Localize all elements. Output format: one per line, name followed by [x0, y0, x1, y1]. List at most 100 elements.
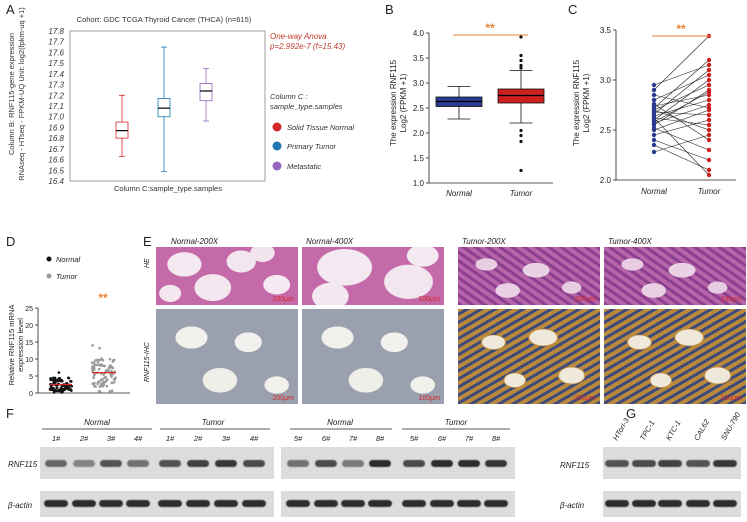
f-band-bactin	[368, 500, 392, 507]
c-point-tumor-22	[706, 89, 712, 95]
d-point-normal	[60, 391, 64, 394]
g-lane-label: CAL62	[692, 417, 712, 442]
d-point-tumor	[110, 389, 114, 393]
d-point-normal	[57, 371, 61, 374]
scale-bar-label: 200μm	[272, 395, 294, 402]
panel-b-ylabel-2: Log2 (FPKM +1)	[399, 73, 408, 132]
d-point-tumor	[102, 373, 105, 376]
legend-dot-primary	[272, 141, 282, 151]
g-row-bactin: β-actin	[560, 501, 585, 510]
ihc-normal-400x-image: 100μm	[302, 309, 444, 404]
d-point-tumor	[112, 378, 116, 381]
scale-bar-label: 200μm	[574, 395, 596, 402]
c-point-normal-17	[651, 97, 657, 103]
d-point-tumor	[96, 358, 99, 362]
scale-bar-label: 200μm	[272, 296, 294, 303]
c-point-tumor-20	[706, 62, 712, 68]
panel-b-sig: **	[485, 21, 495, 35]
d-point-tumor	[98, 385, 102, 388]
b-ytick-label: 4.0	[413, 29, 425, 38]
f-lane-label: 8#	[376, 434, 385, 443]
d-point-normal	[57, 377, 61, 380]
c-point-tumor-10	[706, 97, 712, 103]
c-point-normal-18	[651, 92, 657, 98]
c-point-normal-16	[651, 101, 657, 107]
f-lane-label: 4#	[134, 434, 143, 443]
d-point-tumor	[110, 381, 114, 385]
d-point-tumor	[92, 361, 96, 365]
e-row-label-he: HE	[144, 258, 151, 268]
panel-letter-f: F	[6, 406, 14, 421]
c-pair-line-11	[653, 69, 710, 115]
d-point-normal	[53, 380, 56, 384]
f-band-bactin	[286, 500, 310, 507]
scale-bar-label: 100μm	[418, 296, 440, 303]
f-lane-label: 7#	[465, 434, 474, 443]
b-outlier-8	[519, 168, 523, 173]
panel-letter-e: E	[143, 234, 152, 249]
b-ytick-label: 3.0	[413, 79, 425, 88]
d-point-normal	[55, 386, 59, 389]
c-pair-line-3	[653, 119, 710, 136]
d-point-normal	[70, 384, 73, 388]
d-point-tumor	[93, 363, 97, 367]
f-lane-label: 5#	[294, 434, 303, 443]
f-band-rnf115	[45, 460, 67, 467]
a-ytick-label: 16.4	[48, 177, 64, 186]
a-ytick-label: 16.8	[48, 134, 64, 143]
c-pair-line-12	[653, 111, 710, 116]
he-tumor-400x-image: 100μm	[604, 247, 746, 305]
c-point-tumor-9	[706, 122, 712, 128]
b-outlier-4	[519, 35, 523, 39]
b-outlier-1	[519, 63, 523, 68]
a-box-2-box	[199, 83, 213, 102]
f-band-bactin	[341, 500, 365, 507]
g-band-rnf115	[658, 460, 682, 467]
legend-dot-normal	[272, 122, 282, 132]
f-band-rnf115	[485, 460, 507, 467]
ihc-tumor-200x-image: 200μm	[458, 309, 600, 404]
d-point-tumor	[94, 385, 97, 388]
f-band-rnf115	[287, 460, 309, 467]
c-pair-line-13	[653, 84, 710, 111]
f-group-normal-right: Normal	[327, 418, 353, 427]
c-point-tumor-0	[706, 132, 712, 138]
panel-b-xtick-normal: Normal	[446, 189, 472, 198]
legend-item-normal: Solid Tissue Normal	[287, 123, 354, 132]
c-point-normal-1	[651, 142, 657, 148]
a-ytick-label: 17.0	[48, 113, 64, 122]
panel-a-ylabel-1: Column B: RNF115-gene expression	[7, 33, 16, 155]
a-ytick-label: 17.7	[48, 38, 64, 47]
scale-bar-label: 100μm	[418, 395, 440, 402]
c-pair-line-9	[653, 117, 710, 126]
f-band-rnf115	[403, 460, 425, 467]
e-title-tumor400: Tumor-400X	[608, 237, 652, 246]
d-point-tumor	[100, 384, 104, 388]
c-point-tumor-2	[706, 157, 712, 163]
c-point-tumor-3	[706, 117, 712, 123]
panel-a-chart: Cohort: GDC TCGA Thyroid Cancer (THCA) (…	[7, 7, 354, 193]
legend-title-1: Column C :	[270, 92, 308, 101]
he-normal-200x-image: 200μm	[156, 247, 298, 305]
d-point-normal	[67, 388, 71, 391]
f-band-rnf115	[342, 460, 364, 467]
g-band-bactin	[713, 500, 737, 507]
a-ytick-label: 17.4	[48, 70, 64, 79]
f-lane-label: 1#	[166, 434, 175, 443]
f-band-bactin	[186, 500, 210, 507]
c-point-normal-23	[651, 107, 657, 113]
f-lane-label: 6#	[438, 434, 447, 443]
d-point-tumor	[96, 380, 100, 384]
c-pair-line-20	[653, 64, 710, 86]
g-lane-label: SNU-790	[719, 410, 743, 442]
d-point-tumor	[91, 369, 94, 372]
panel-f-blot: Normal Tumor Normal Tumor 1# 2# 3# 4# 1# 2# 3#…	[7, 418, 510, 510]
d-point-tumor	[100, 357, 103, 360]
d-point-normal	[49, 376, 53, 380]
c-point-normal-3	[651, 132, 657, 138]
b-ytick-label: 1.5	[413, 154, 425, 163]
c-point-tumor-16	[706, 137, 712, 143]
f-lane-label: 3#	[222, 434, 231, 443]
e-title-normal200: Normal-200X	[171, 237, 219, 246]
f-lane-label: 6#	[322, 434, 331, 443]
